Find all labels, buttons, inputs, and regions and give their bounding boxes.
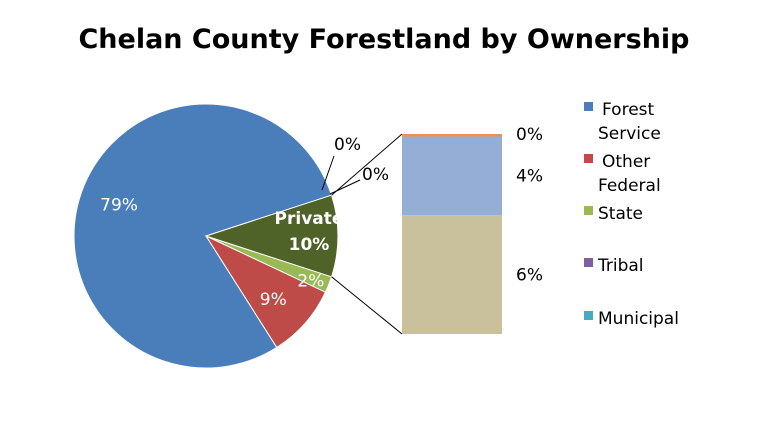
legend-label-forest-service-1: Service (598, 124, 661, 144)
legend-label-tribal-0: Tribal (597, 256, 644, 276)
legend-swatch-other-federal (584, 154, 593, 163)
connector-line-top (331, 133, 403, 196)
bar-segment-1 (402, 135, 502, 216)
pie-label-state: 2% (297, 272, 324, 292)
pie-label-tribal: 0% (334, 135, 361, 155)
legend-label-other-federal-0: Other (602, 152, 650, 172)
legend-swatch-tribal (584, 258, 593, 267)
legend: Forest Service Other Federal State Tribal Muni… (584, 100, 679, 329)
pie: 79% 9% 2% 0%0% Private 10% (73, 103, 389, 369)
connector-lines (331, 133, 403, 335)
pie-label-private-name: Private (275, 209, 344, 229)
pie-label-forest-service: 79% (100, 196, 138, 216)
pie-slice-forest-service (73, 103, 333, 369)
bar-label-1: 4% (516, 167, 543, 187)
leader-line-municipal (329, 179, 361, 195)
legend-swatch-forest-service (584, 102, 593, 111)
leader-line-tribal (321, 155, 335, 191)
legend-label-state-0: State (598, 204, 643, 224)
bar-label-0: 6% (516, 266, 543, 286)
pie-label-other-federal: 9% (260, 290, 287, 310)
legend-label-municipal-0: Municipal (598, 309, 679, 329)
connector-line-bottom (331, 276, 403, 335)
legend-swatch-state (584, 206, 593, 215)
pie-slice-private (204, 194, 339, 278)
chart-title: Chelan County Forestland by Ownership (78, 24, 689, 55)
legend-swatch-municipal (584, 311, 593, 320)
legend-label-other-federal-1: Federal (598, 176, 661, 196)
pie-label-private-value: 10% (289, 235, 330, 255)
bar-segment-2 (402, 134, 502, 137)
stacked-bar: 6% 4% 0% (402, 125, 543, 334)
bar-segment-0 (402, 215, 502, 334)
pie-label-municipal: 0% (362, 165, 389, 185)
bar-label-2: 0% (516, 125, 543, 145)
legend-label-forest-service-0: Forest (602, 100, 655, 120)
